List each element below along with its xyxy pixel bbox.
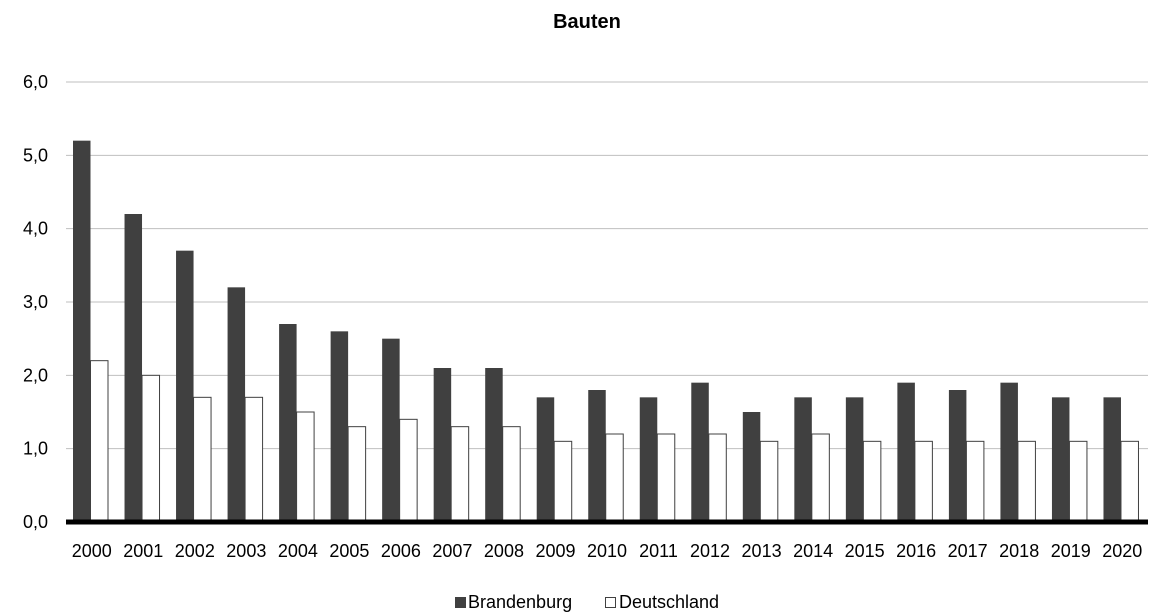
x-tick-label: 2014 [793,541,833,561]
bar-brandenburg-2001 [124,214,143,522]
y-tick-label: 2,0 [23,365,48,385]
x-tick-label: 2000 [72,541,112,561]
bar-brandenburg-2009 [536,397,555,522]
bar-brandenburg-2006 [382,338,400,522]
bar-deutschland-2010 [605,433,624,523]
bar-deutschland-2009 [553,440,573,523]
bar-brandenburg-2019 [1051,397,1070,522]
x-tick-label: 2018 [999,541,1039,561]
bar-brandenburg-2003 [227,287,246,522]
legend-label-brandenburg: Brandenburg [468,592,572,612]
x-axis-tick-labels: 2000 2001 2002 2003 2004 2005 2006 2007 2008 2009… [72,541,1143,561]
y-tick-label: 1,0 [23,439,48,459]
bar-deutschland-2001 [141,374,161,523]
bar-deutschland-2003 [244,396,264,523]
legend-swatch-brandenburg [455,597,466,608]
legend-label-deutschland: Deutschland [619,592,719,612]
bar-brandenburg-2016 [897,382,915,522]
bar-brandenburg-2002 [176,250,194,522]
x-tick-label: 2003 [226,541,266,561]
bar-deutschland-2008 [502,426,521,523]
bar-deutschland-2015 [862,440,882,523]
bar-deutschland-2012 [708,433,727,523]
bar-deutschland-2007 [450,426,470,523]
bar-deutschland-2011 [656,433,676,523]
x-tick-label: 2007 [432,541,472,561]
bar-deutschland-2019 [1068,440,1088,523]
chart-title: Bauten [553,11,621,33]
y-tick-label: 5,0 [23,145,48,165]
bar-deutschland-2013 [759,440,779,523]
y-tick-label: 0,0 [23,512,48,532]
bar-brandenburg-2012 [691,382,709,522]
legend: Brandenburg Deutschland [455,592,719,612]
bar-deutschland-2014 [811,433,830,523]
legend-swatch-deutschland [605,597,616,608]
bar-deutschland-2005 [347,426,367,523]
x-tick-label: 2019 [1051,541,1091,561]
x-tick-label: 2017 [948,541,988,561]
y-tick-label: 3,0 [23,292,48,312]
bar-deutschland-2000 [90,360,109,523]
bar-brandenburg-2014 [794,397,812,522]
bar-deutschland-2004 [296,411,315,523]
x-tick-label: 2001 [123,541,163,561]
bar-brandenburg-2020 [1103,397,1121,522]
y-tick-label: 4,0 [23,219,48,239]
bars [73,140,1139,523]
y-tick-label: 6,0 [23,72,48,92]
bar-brandenburg-2010 [588,390,606,522]
x-tick-label: 2020 [1102,541,1142,561]
x-tick-label: 2013 [742,541,782,561]
bar-deutschland-2006 [399,418,418,523]
bar-brandenburg-2008 [485,368,503,522]
x-tick-label: 2010 [587,541,627,561]
bar-brandenburg-2000 [73,140,91,522]
x-tick-label: 2004 [278,541,318,561]
bar-brandenburg-2017 [948,390,967,522]
bar-brandenburg-2018 [1000,382,1018,522]
x-tick-label: 2011 [639,541,678,561]
x-tick-label: 2016 [896,541,936,561]
bar-deutschland-2016 [914,440,933,523]
x-tick-label: 2006 [381,541,421,561]
x-tick-label: 2009 [535,541,575,561]
bar-deutschland-2017 [965,440,985,523]
bar-deutschland-2020 [1120,440,1139,523]
bar-brandenburg-2011 [639,397,658,522]
bar-brandenburg-2007 [433,368,452,522]
bar-brandenburg-2013 [742,412,761,522]
bar-deutschland-2018 [1017,440,1036,523]
x-tick-label: 2015 [845,541,885,561]
bar-brandenburg-2004 [279,324,297,522]
x-tick-label: 2002 [175,541,215,561]
y-axis-tick-labels: 0,0 1,0 2,0 3,0 4,0 5,0 6,0 [23,72,48,532]
bar-deutschland-2002 [193,396,212,523]
bar-brandenburg-2005 [330,331,349,522]
x-tick-label: 2008 [484,541,524,561]
x-tick-label: 2005 [329,541,369,561]
bar-brandenburg-2015 [845,397,864,522]
x-tick-label: 2012 [690,541,730,561]
